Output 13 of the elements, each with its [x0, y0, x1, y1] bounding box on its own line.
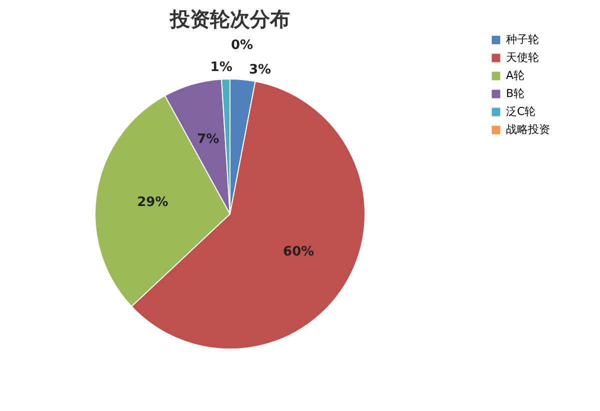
data-label: 7%: [197, 132, 220, 147]
legend-label: B轮: [506, 87, 525, 100]
data-label: 60%: [283, 244, 314, 260]
data-label: 29%: [137, 194, 168, 210]
legend-label: 种子轮: [506, 33, 539, 46]
text: 0%: [230, 38, 254, 53]
legend-label: 战略投资: [506, 123, 550, 136]
legend-label: 天使轮: [506, 51, 539, 64]
legend-label: A轮: [506, 69, 525, 82]
legend-label: 泛C轮: [506, 105, 536, 118]
data-label: 3%: [248, 62, 272, 78]
data-label: 1%: [210, 60, 232, 76]
chart-title: 投资轮次分布: [169, 7, 290, 31]
